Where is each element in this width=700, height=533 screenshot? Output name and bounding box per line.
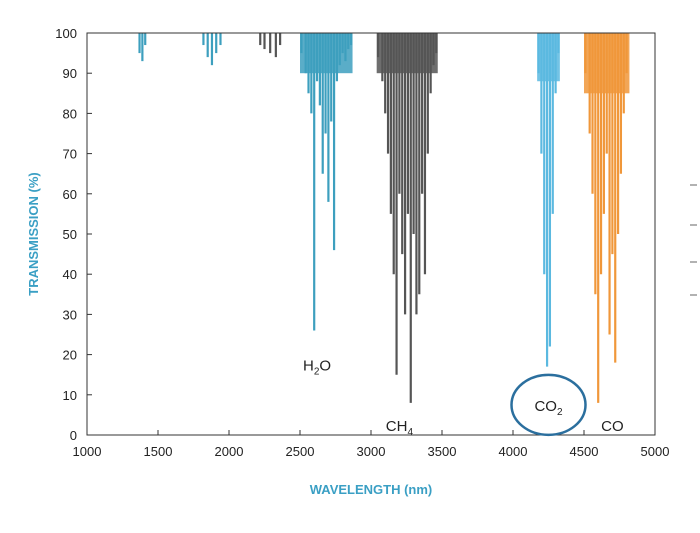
x-tick-label: 2500 [286,444,315,459]
series-co2 [537,33,560,367]
series-ch4 [259,33,438,403]
plot-frame [86,32,656,436]
y-axis-title: TRANSMISSION (%) [26,172,41,296]
x-tick-label: 3000 [357,444,386,459]
x-tick-label: 4500 [570,444,599,459]
y-tick-label: 20 [63,348,77,363]
series-h2o [138,33,353,331]
label-co2: CO2 [534,398,563,418]
x-tick-label: 3500 [428,444,457,459]
absorption-spectra [138,33,630,403]
label-co: CO [601,418,624,435]
y-tick-label: 60 [63,187,77,202]
x-tick-label: 1000 [73,444,102,459]
co2-highlight-circle [510,373,587,437]
y-tick-label: 0 [70,428,77,443]
x-tick-label: 4000 [499,444,528,459]
y-tick-label: 40 [63,267,77,282]
x-tick-label: 1500 [144,444,173,459]
label-h2o: H2O [303,358,331,378]
y-tick-label: 90 [63,66,77,81]
y-tick-label: 10 [63,388,77,403]
axes: 1000 1500 2000 2500 3000 3500 4000 4500 5000 0 10 2… [55,26,697,459]
x-axis-title: WAVELENGTH (nm) [310,482,433,497]
series-co [584,33,630,403]
y-tick-label: 30 [63,307,77,322]
x-tick-label: 2000 [215,444,244,459]
y-tick-label: 50 [63,227,77,242]
molecule-labels: H2O CH4 CO2 CO [303,358,624,438]
y-tick-label: 80 [63,106,77,121]
x-tick-label: 5000 [641,444,670,459]
y-tick-label: 100 [55,26,77,41]
label-ch4: CH4 [386,418,414,438]
y-tick-label: 70 [63,147,77,162]
band-envelope [537,33,560,82]
